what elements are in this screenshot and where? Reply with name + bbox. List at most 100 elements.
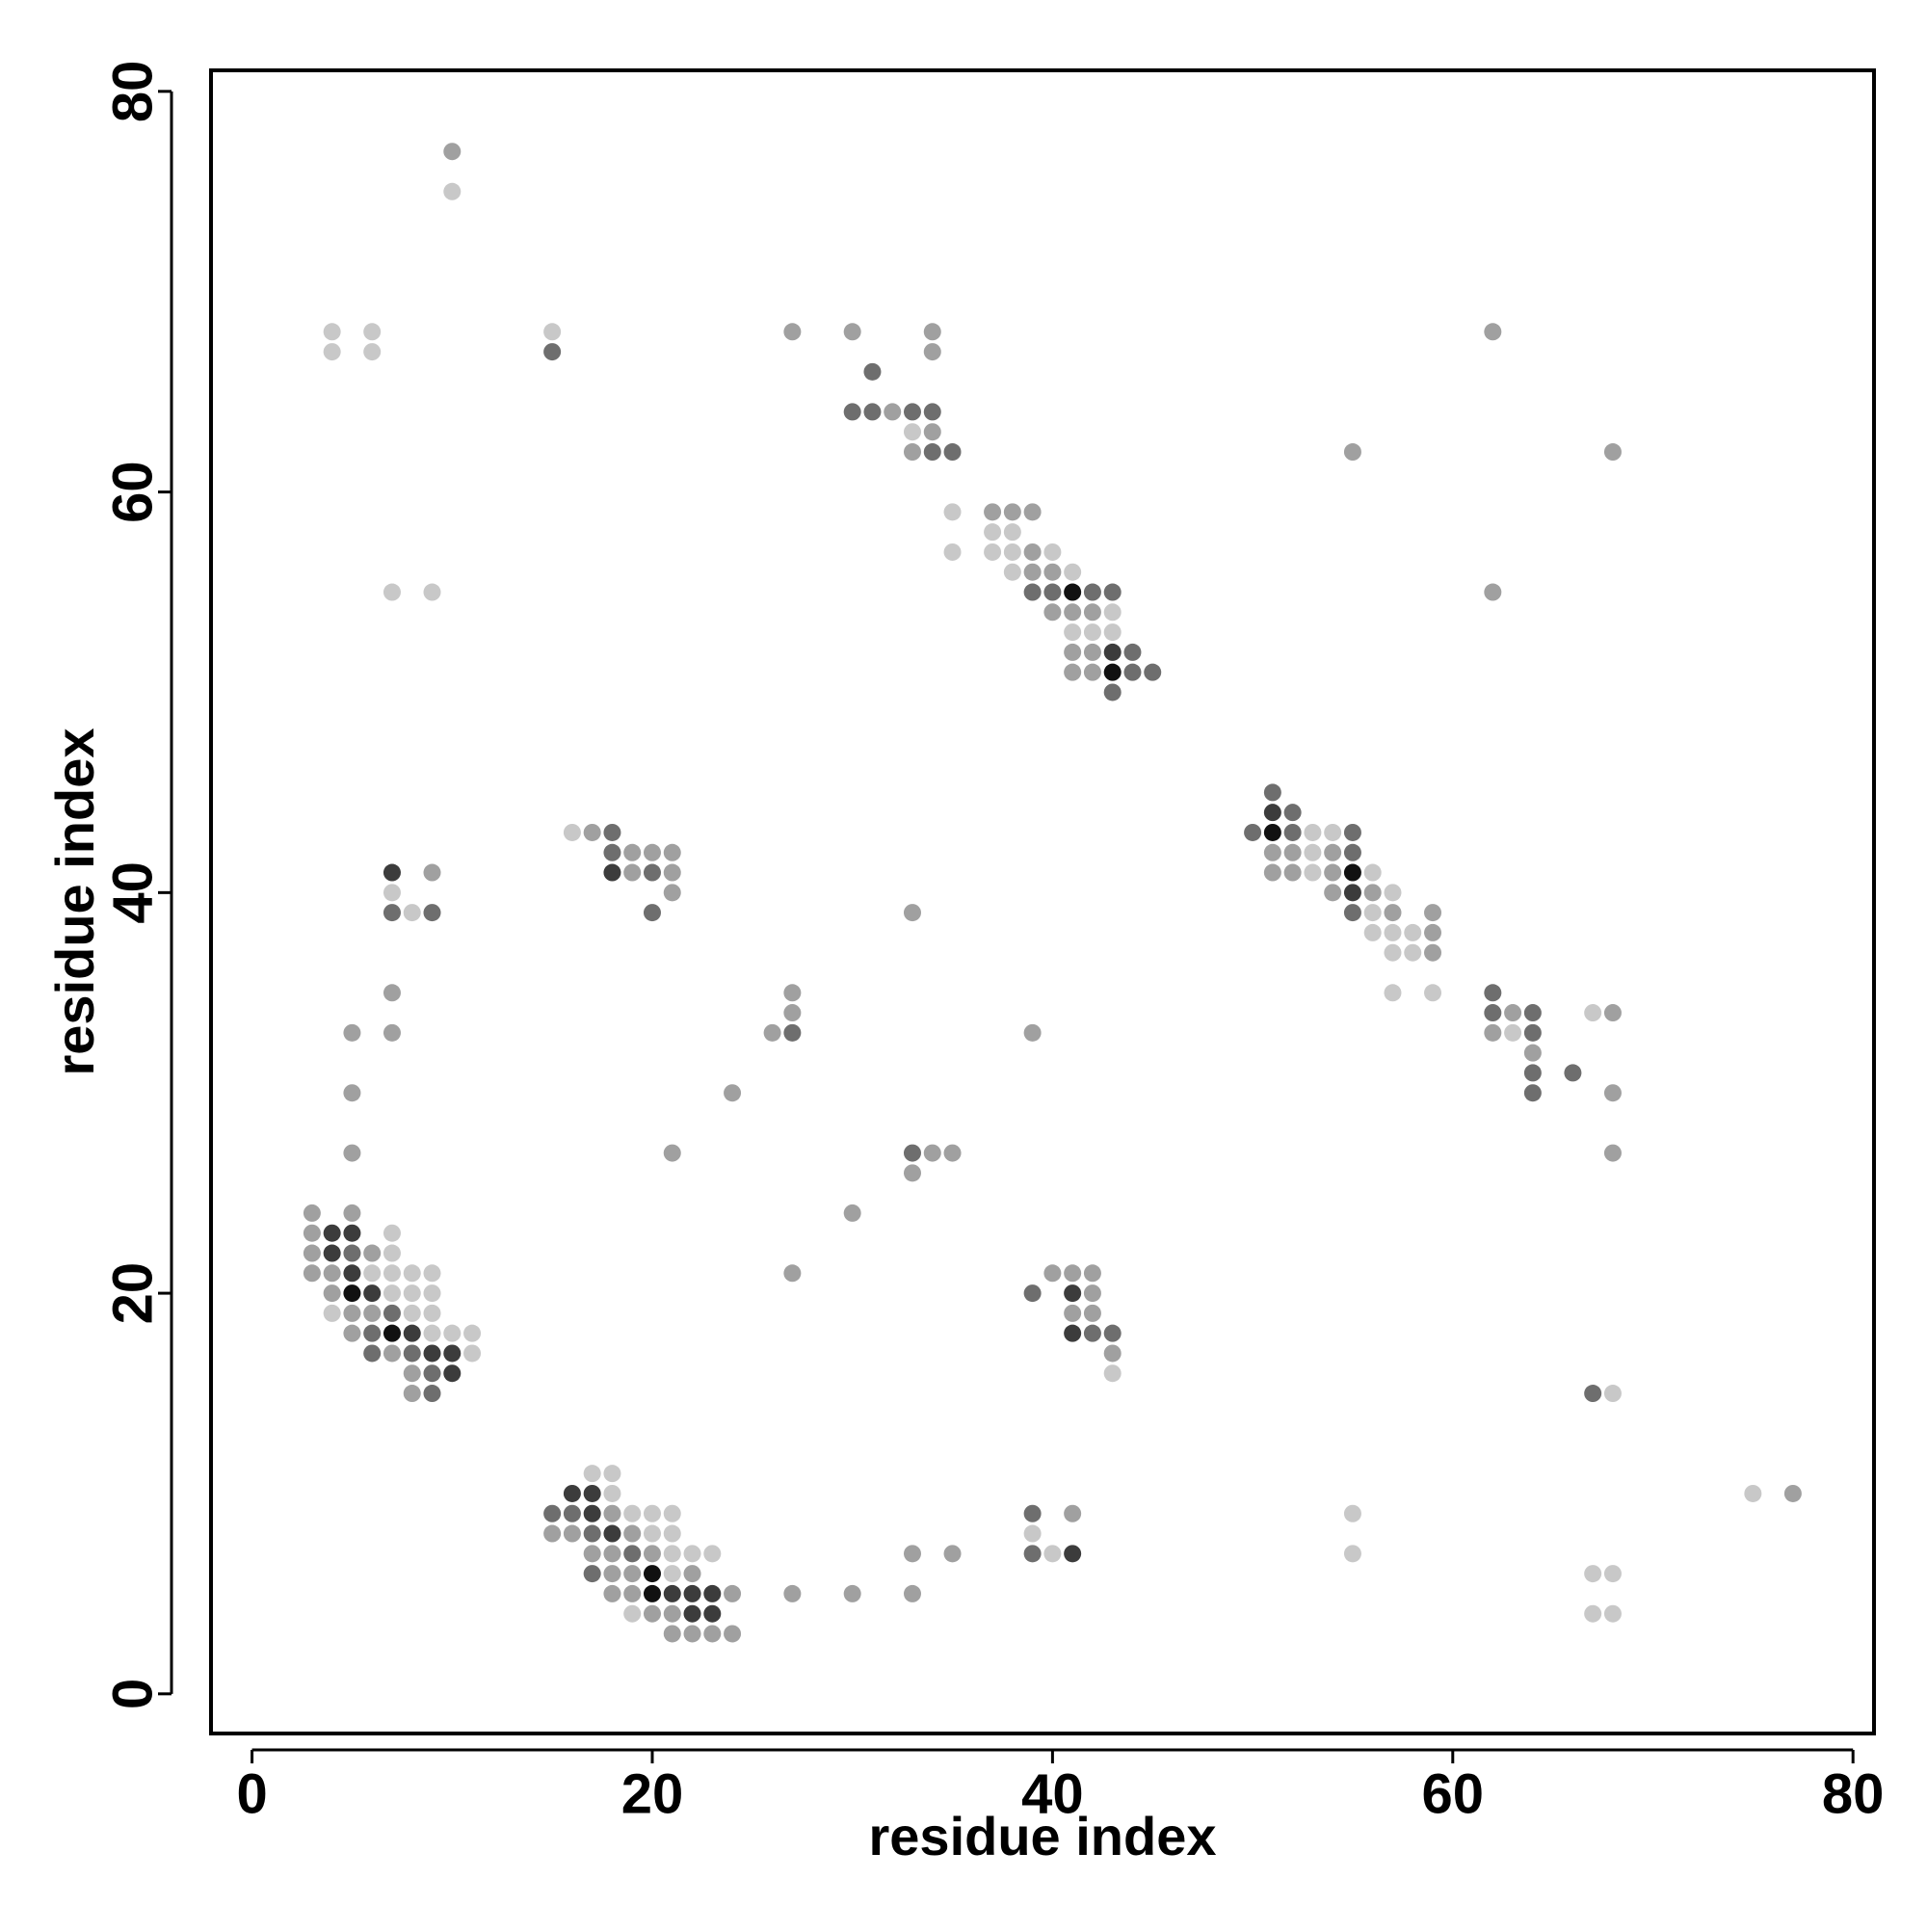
contact-point bbox=[1384, 984, 1402, 1002]
x-tick-label: 0 bbox=[236, 1763, 267, 1826]
contact-point bbox=[563, 1524, 581, 1543]
contact-point bbox=[1584, 1565, 1602, 1583]
contact-point bbox=[943, 543, 962, 561]
contact-point bbox=[443, 1324, 462, 1342]
contact-point bbox=[1244, 823, 1262, 841]
contact-point bbox=[403, 1324, 421, 1342]
contact-point bbox=[1064, 603, 1082, 622]
contact-point bbox=[843, 1204, 861, 1222]
contact-point bbox=[1603, 443, 1622, 462]
contact-point bbox=[683, 1565, 701, 1583]
contact-point bbox=[1343, 443, 1361, 462]
contact-point bbox=[343, 1304, 361, 1322]
contact-point bbox=[363, 323, 382, 341]
contact-point bbox=[423, 904, 441, 922]
contact-point bbox=[783, 323, 802, 341]
contact-point bbox=[683, 1584, 701, 1602]
contact-point bbox=[343, 1204, 361, 1222]
contact-point bbox=[1404, 923, 1422, 941]
contact-point bbox=[1603, 1144, 1622, 1162]
contact-point bbox=[1603, 1004, 1622, 1022]
contact-point bbox=[303, 1244, 321, 1262]
contact-point bbox=[1103, 683, 1122, 701]
contact-point bbox=[1484, 1004, 1502, 1022]
contact-point bbox=[1023, 543, 1042, 561]
contact-point bbox=[623, 1565, 642, 1583]
x-tick-label: 60 bbox=[1422, 1763, 1485, 1826]
contact-point bbox=[663, 884, 681, 902]
contact-point bbox=[943, 443, 962, 462]
contact-point bbox=[663, 1144, 681, 1162]
contact-point bbox=[903, 1144, 921, 1162]
contact-point bbox=[1023, 563, 1042, 581]
contact-point bbox=[1083, 643, 1101, 661]
contact-point bbox=[623, 1545, 642, 1563]
contact-point bbox=[663, 1604, 681, 1623]
contact-point bbox=[903, 423, 921, 441]
contact-point bbox=[563, 1504, 581, 1522]
contact-point bbox=[363, 1264, 382, 1283]
contact-point bbox=[403, 1284, 421, 1303]
contact-point bbox=[943, 1144, 962, 1162]
contact-point bbox=[1123, 643, 1142, 661]
contact-point bbox=[1083, 1324, 1101, 1342]
contact-point bbox=[1324, 863, 1342, 882]
contact-point bbox=[724, 1084, 742, 1102]
contact-point bbox=[323, 1304, 341, 1322]
contact-point bbox=[1384, 943, 1402, 962]
contact-point bbox=[1003, 523, 1021, 542]
contact-point bbox=[1043, 603, 1062, 622]
contact-point bbox=[1343, 904, 1361, 922]
contact-point bbox=[1103, 643, 1122, 661]
contact-point bbox=[343, 1144, 361, 1162]
contact-point bbox=[663, 1625, 681, 1643]
contact-point bbox=[923, 1144, 941, 1162]
contact-point bbox=[1023, 583, 1042, 601]
contact-point bbox=[1263, 843, 1281, 861]
contact-point bbox=[603, 1565, 621, 1583]
contact-point bbox=[843, 403, 861, 421]
contact-point bbox=[1064, 1324, 1082, 1342]
contact-point bbox=[383, 583, 401, 601]
contact-point bbox=[463, 1324, 482, 1342]
contact-point bbox=[643, 1565, 661, 1583]
contact-point bbox=[683, 1545, 701, 1563]
contact-point bbox=[984, 503, 1002, 521]
contact-point bbox=[1484, 583, 1502, 601]
contact-point bbox=[1744, 1484, 1762, 1502]
contact-point bbox=[1304, 863, 1322, 882]
contact-point bbox=[1603, 1565, 1622, 1583]
contact-point bbox=[583, 1545, 601, 1563]
contact-point bbox=[1144, 663, 1162, 681]
contact-point bbox=[1343, 1504, 1361, 1522]
contact-point bbox=[1043, 1264, 1062, 1283]
contact-point bbox=[383, 1344, 401, 1363]
contact-point bbox=[343, 1264, 361, 1283]
contact-point bbox=[1343, 863, 1361, 882]
contact-point bbox=[443, 1364, 462, 1383]
contact-point bbox=[1103, 1344, 1122, 1363]
contact-point bbox=[1083, 1304, 1101, 1322]
contact-point bbox=[1003, 543, 1021, 561]
contact-point bbox=[543, 323, 562, 341]
contact-point bbox=[323, 1264, 341, 1283]
contact-point bbox=[1103, 1364, 1122, 1383]
contact-point bbox=[1043, 1545, 1062, 1563]
contact-point bbox=[1304, 823, 1322, 841]
x-tick-label: 40 bbox=[1021, 1763, 1084, 1826]
contact-point bbox=[663, 1545, 681, 1563]
contact-point bbox=[1023, 1284, 1042, 1303]
contact-point bbox=[383, 904, 401, 922]
contact-point bbox=[1064, 623, 1082, 642]
contact-point bbox=[1523, 1004, 1542, 1022]
contact-point bbox=[583, 1484, 601, 1502]
contact-point bbox=[323, 1284, 341, 1303]
contact-point bbox=[663, 843, 681, 861]
contact-point bbox=[1043, 563, 1062, 581]
contact-point bbox=[663, 863, 681, 882]
contact-point bbox=[403, 1264, 421, 1283]
contact-point bbox=[1523, 1044, 1542, 1062]
contact-point bbox=[903, 1584, 921, 1602]
